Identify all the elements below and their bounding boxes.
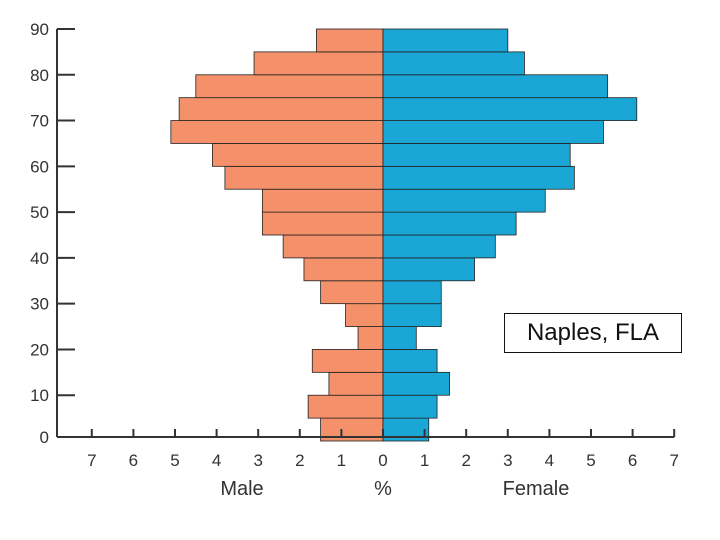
bar-male-25-29 <box>345 303 384 327</box>
bar-female-25-29 <box>382 303 442 327</box>
y-tick-label-40: 40 <box>30 249 49 268</box>
bar-male-35-39 <box>303 257 384 282</box>
y-tick-label-90: 90 <box>30 20 49 39</box>
bar-male-10-14 <box>328 371 384 396</box>
bar-female-45-49 <box>382 211 517 236</box>
bar-female-20-24 <box>382 326 417 350</box>
y-tick-label-80: 80 <box>30 66 49 85</box>
bar-male-50-54 <box>261 188 384 213</box>
bar-female-70-74 <box>382 97 638 121</box>
bar-male-65-69 <box>170 120 384 144</box>
bar-male-70-74 <box>178 97 384 121</box>
city-annotation-box: Naples, FLA <box>504 313 682 353</box>
bar-female-85+ <box>382 28 509 53</box>
bar-female-5-9 <box>382 394 438 419</box>
male-axis-title: Male <box>220 478 263 500</box>
x-tick-label-male-1: 1 <box>337 451 346 470</box>
y-tick-label-30: 30 <box>30 295 49 314</box>
y-tick-label-20: 20 <box>30 340 49 359</box>
bar-female-75-79 <box>382 74 609 99</box>
bar-male-60-64 <box>212 143 384 167</box>
x-tick-label-male-6: 6 <box>129 451 138 470</box>
bar-female-30-34 <box>382 280 442 305</box>
bar-male-85+ <box>316 28 384 53</box>
bar-male-75-79 <box>195 74 384 99</box>
y-tick-label-50: 50 <box>30 203 49 222</box>
x-tick-label-male-3: 3 <box>253 451 262 470</box>
bar-female-60-64 <box>382 143 571 167</box>
bars-group <box>170 28 638 442</box>
bar-male-15-19 <box>311 349 384 373</box>
percent-axis-title: % <box>374 478 392 500</box>
bar-female-50-54 <box>382 188 546 213</box>
bar-female-80-84 <box>382 51 525 76</box>
bar-female-35-39 <box>382 257 475 282</box>
y-tick-label-10: 10 <box>30 386 49 405</box>
bar-female-40-44 <box>382 234 496 259</box>
x-tick-label-female-4: 4 <box>545 451 554 470</box>
city-annotation-text: Naples, FLA <box>526 319 660 346</box>
x-tick-label-zero-0: 0 <box>378 451 387 470</box>
bar-female-55-59 <box>382 165 575 190</box>
x-tick-label-female-1: 1 <box>420 451 429 470</box>
bar-female-65-69 <box>382 120 604 144</box>
x-tick-label-female-7: 7 <box>669 451 678 470</box>
x-tick-label-female-5: 5 <box>586 451 595 470</box>
x-tick-label-male-7: 7 <box>87 451 96 470</box>
bar-male-80-84 <box>253 51 384 76</box>
x-tick-label-female-6: 6 <box>628 451 637 470</box>
bar-male-45-49 <box>261 211 384 236</box>
bar-male-30-34 <box>320 280 384 305</box>
x-tick-label-female-2: 2 <box>461 451 470 470</box>
y-tick-label-60: 60 <box>30 157 49 176</box>
y-tick-label-0: 0 <box>40 428 49 447</box>
bar-female-15-19 <box>382 349 438 373</box>
x-tick-label-female-3: 3 <box>503 451 512 470</box>
x-tick-label-male-5: 5 <box>170 451 179 470</box>
bar-male-5-9 <box>307 394 384 419</box>
x-tick-label-male-4: 4 <box>212 451 221 470</box>
bar-male-40-44 <box>282 234 384 259</box>
female-axis-title: Female <box>503 478 570 500</box>
bar-male-55-59 <box>224 165 384 190</box>
x-tick-label-male-2: 2 <box>295 451 304 470</box>
bar-female-10-14 <box>382 371 450 396</box>
bar-male-20-24 <box>357 326 384 350</box>
y-tick-label-70: 70 <box>30 112 49 131</box>
